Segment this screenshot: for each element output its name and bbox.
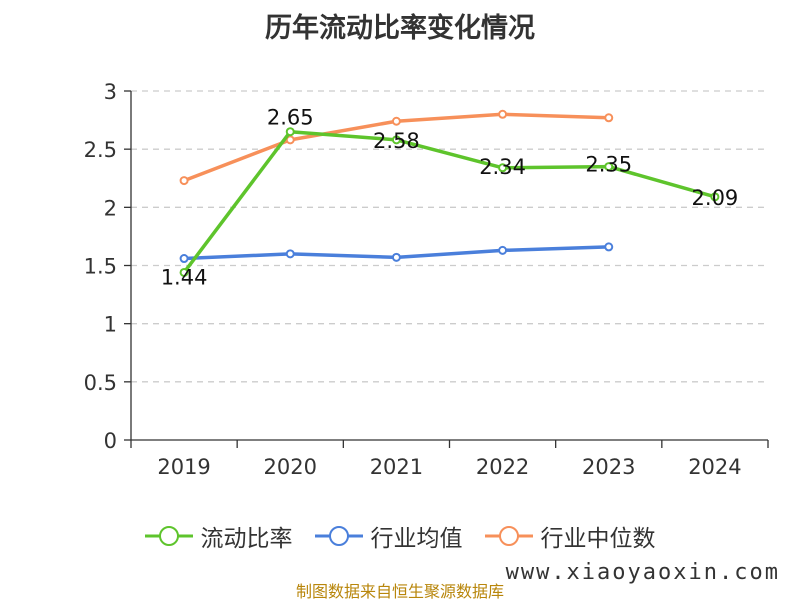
data-point (604, 113, 614, 123)
legend-label: 行业中位数 (540, 526, 656, 552)
data-label: 2.34 (479, 155, 526, 179)
data-point (710, 192, 720, 202)
source-note: 制图数据来自恒生聚源数据库 (295, 582, 504, 601)
x-tick-label: 2019 (157, 455, 210, 479)
y-tick-label: 1 (104, 313, 117, 337)
legend-item[interactable]: 流动比率 (144, 519, 293, 553)
x-tick-label: 2020 (264, 455, 317, 479)
y-tick-label: 3 (104, 80, 117, 104)
series-lines (179, 109, 720, 277)
y-tick-label: 0.5 (84, 371, 117, 395)
chart-title: 历年流动比率变化情况 (265, 13, 535, 44)
data-point (285, 127, 295, 137)
data-point (391, 135, 401, 145)
x-tick-label: 2022 (476, 455, 529, 479)
legend-swatch (144, 526, 193, 546)
data-point (391, 252, 401, 262)
legend-swatch (484, 526, 533, 546)
data-point (285, 249, 295, 259)
y-tick-label: 2.5 (84, 138, 117, 162)
data-point (604, 162, 614, 172)
data-label: 2.35 (585, 153, 632, 177)
legend-label: 流动比率 (200, 526, 293, 552)
data-point (179, 176, 189, 186)
x-tick-label: 2024 (688, 455, 741, 479)
axes: 0 0.5 1 1.5 2 2.5 3 2019 2020 2021 2022 2023 2024 (84, 80, 769, 479)
data-point (179, 267, 189, 277)
series-line-0 (182, 129, 716, 274)
legend-item[interactable]: 行业中位数 (484, 519, 656, 553)
data-label: 2.58 (373, 129, 420, 153)
data-point (498, 109, 508, 119)
data-point (498, 245, 508, 255)
grid-lines (131, 90, 768, 383)
y-tick-label: 2 (104, 196, 117, 220)
legend: 流动比率 行业均值 行业中位数 (0, 519, 800, 553)
data-label: 1.44 (161, 265, 208, 289)
data-point (604, 242, 614, 252)
y-tick-label: 1.5 (84, 255, 117, 279)
legend-item[interactable]: 行业均值 (314, 519, 463, 553)
data-labels: 1.44 2.65 2.58 2.34 2.35 2.09 (161, 106, 739, 290)
x-tick-label: 2023 (582, 455, 635, 479)
y-tick-label: 0 (104, 429, 117, 453)
data-label: 2.65 (267, 106, 314, 130)
data-label: 2.09 (692, 186, 739, 210)
data-point (498, 163, 508, 173)
watermark: www.xiaoyaoxin.com (505, 560, 780, 585)
legend-swatch (314, 526, 363, 546)
legend-label: 行业均值 (370, 526, 463, 552)
x-tick-label: 2021 (370, 455, 423, 479)
data-point (285, 135, 295, 145)
data-point (391, 116, 401, 126)
data-point (179, 254, 189, 264)
